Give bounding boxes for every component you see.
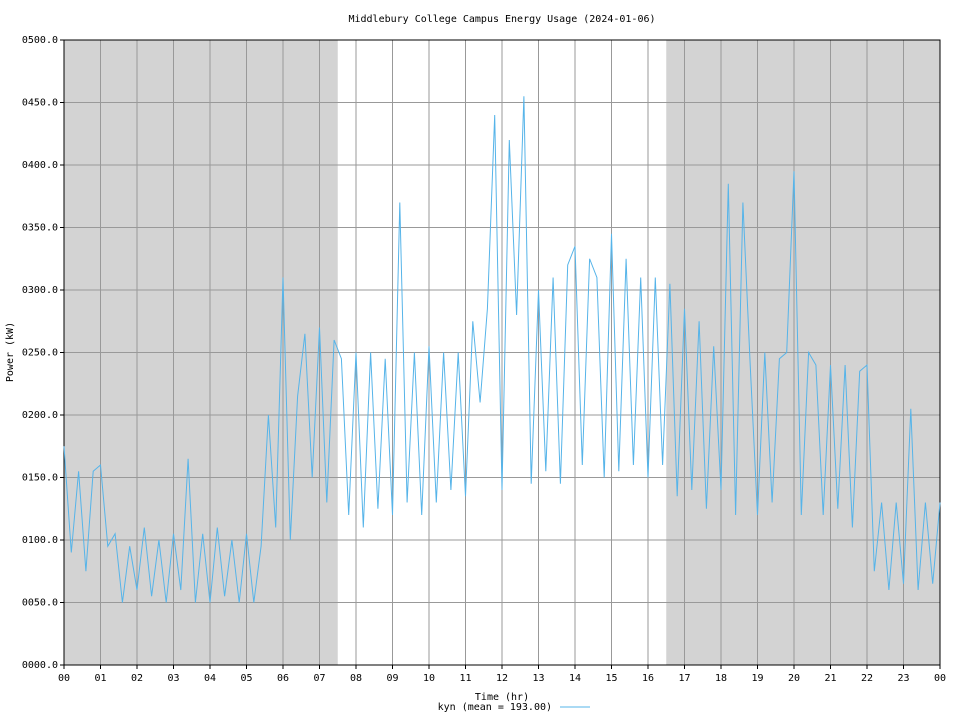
- y-tick-label: 0250.0: [22, 348, 58, 359]
- x-tick-label: 08: [350, 673, 362, 684]
- x-tick-label: 13: [532, 673, 544, 684]
- x-tick-label: 09: [386, 673, 398, 684]
- y-tick-label: 0000.0: [22, 660, 58, 671]
- x-tick-label: 14: [569, 673, 581, 684]
- x-tick-label: 11: [459, 673, 471, 684]
- y-tick-label: 0150.0: [22, 473, 58, 484]
- x-tick-label: 17: [678, 673, 690, 684]
- x-tick-label: 10: [423, 673, 435, 684]
- x-tick-label: 04: [204, 673, 216, 684]
- plot-frame: [63, 39, 941, 666]
- y-tick-label: 0350.0: [22, 223, 58, 234]
- x-tick-label: 07: [313, 673, 325, 684]
- x-tick-label: 01: [94, 673, 106, 684]
- x-tick-label: 15: [605, 673, 617, 684]
- y-tick-label: 0100.0: [22, 535, 58, 546]
- y-tick-label: 0300.0: [22, 285, 58, 296]
- chart-title: Middlebury College Campus Energy Usage (…: [348, 14, 655, 25]
- data-line: [63, 96, 941, 603]
- y-tick-label: 0500.0: [22, 35, 58, 46]
- y-tick-label: 0200.0: [22, 410, 58, 421]
- x-tick-label: 00: [934, 673, 946, 684]
- y-tick-label: 0400.0: [22, 160, 58, 171]
- y-axis-label: Power (kW): [5, 322, 16, 382]
- x-tick-label: 00: [58, 673, 70, 684]
- x-tick-label: 12: [496, 673, 508, 684]
- x-tick-label: 18: [715, 673, 727, 684]
- x-tick-label: 03: [167, 673, 179, 684]
- x-tick-label: 06: [277, 673, 289, 684]
- legend-label: kyn (mean = 193.00): [438, 702, 552, 713]
- x-tick-label: 22: [861, 673, 873, 684]
- y-tick-label: 0450.0: [22, 98, 58, 109]
- x-tick-label: 02: [131, 673, 143, 684]
- x-tick-label: 05: [240, 673, 252, 684]
- x-tick-label: 23: [897, 673, 909, 684]
- x-tick-label: 16: [642, 673, 654, 684]
- x-tick-label: 20: [788, 673, 800, 684]
- x-tick-label: 21: [824, 673, 836, 684]
- x-axis-label: Time (hr): [475, 692, 529, 703]
- y-tick-label: 0050.0: [22, 598, 58, 609]
- x-tick-label: 19: [751, 673, 763, 684]
